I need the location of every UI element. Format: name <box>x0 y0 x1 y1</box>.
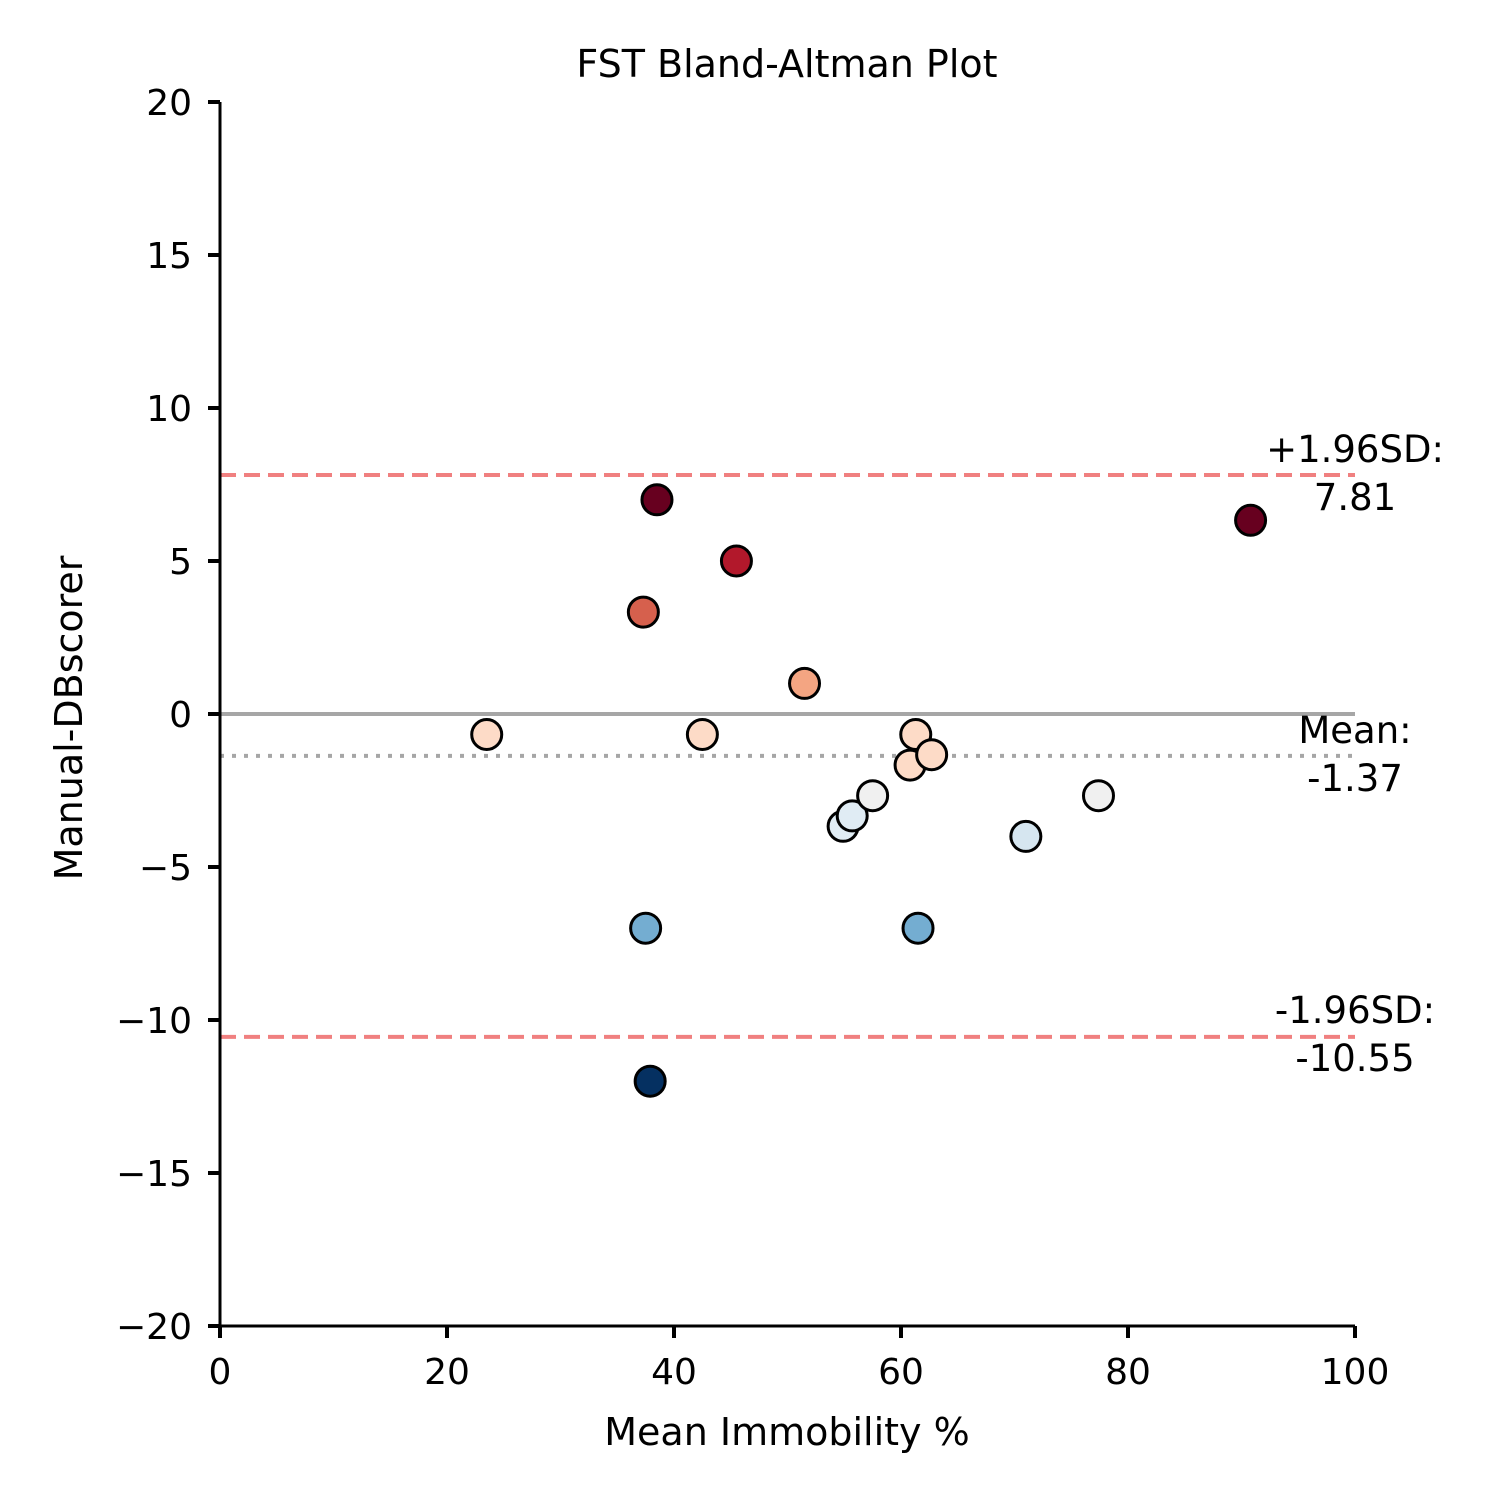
x-tick-label: 20 <box>424 1352 470 1393</box>
lower-loa-annotation: -1.96SD: -10.55 <box>1275 989 1435 1080</box>
y-tick-label: 15 <box>146 236 192 277</box>
x-tick-label: 0 <box>209 1352 232 1393</box>
y-axis-label: Manual-DBscorer <box>47 555 91 880</box>
lower-loa-label-line1: -1.96SD: <box>1275 989 1435 1032</box>
data-point <box>626 595 660 629</box>
x-tick-label: 40 <box>651 1352 697 1393</box>
y-tick-label: 10 <box>146 389 192 430</box>
y-tick-label: 0 <box>169 695 192 736</box>
data-point <box>629 911 663 945</box>
y-tick-label: −10 <box>116 1001 192 1042</box>
x-tick-label: 100 <box>1321 1352 1390 1393</box>
mean-label-line2: -1.37 <box>1307 757 1403 800</box>
mean-annotation: Mean: -1.37 <box>1298 709 1411 800</box>
upper-loa-label-line2: 7.81 <box>1314 476 1396 519</box>
data-point <box>633 1064 667 1098</box>
data-point <box>856 779 890 813</box>
chart-title: FST Bland-Altman Plot <box>576 42 997 86</box>
x-tick-label: 60 <box>878 1352 924 1393</box>
y-tick-label: 5 <box>169 542 192 583</box>
upper-loa-label-line1: +1.96SD: <box>1266 428 1444 471</box>
x-tick-label: 80 <box>1105 1352 1151 1393</box>
data-point <box>901 911 935 945</box>
y-tick-label: −20 <box>116 1307 192 1348</box>
data-point <box>1234 503 1268 537</box>
plot-area: 0 20 40 60 80 100 20 15 10 5 0 −5 −10 −15 −20 <box>116 83 1389 1393</box>
data-point <box>915 738 949 772</box>
data-point <box>1081 779 1115 813</box>
mean-label-line1: Mean: <box>1298 709 1411 752</box>
data-point <box>685 718 719 752</box>
y-tick-label: −15 <box>116 1154 192 1195</box>
data-point <box>788 666 822 700</box>
data-point <box>1009 819 1043 853</box>
data-point <box>470 718 504 752</box>
upper-loa-annotation: +1.96SD: 7.81 <box>1266 428 1444 519</box>
data-point <box>640 483 674 517</box>
data-point <box>719 544 753 578</box>
lower-loa-label-line2: -10.55 <box>1295 1037 1414 1080</box>
data-point <box>835 799 869 833</box>
y-tick-label: −5 <box>139 848 192 889</box>
x-axis-label: Mean Immobility % <box>604 1410 969 1454</box>
y-tick-label: 20 <box>146 83 192 124</box>
